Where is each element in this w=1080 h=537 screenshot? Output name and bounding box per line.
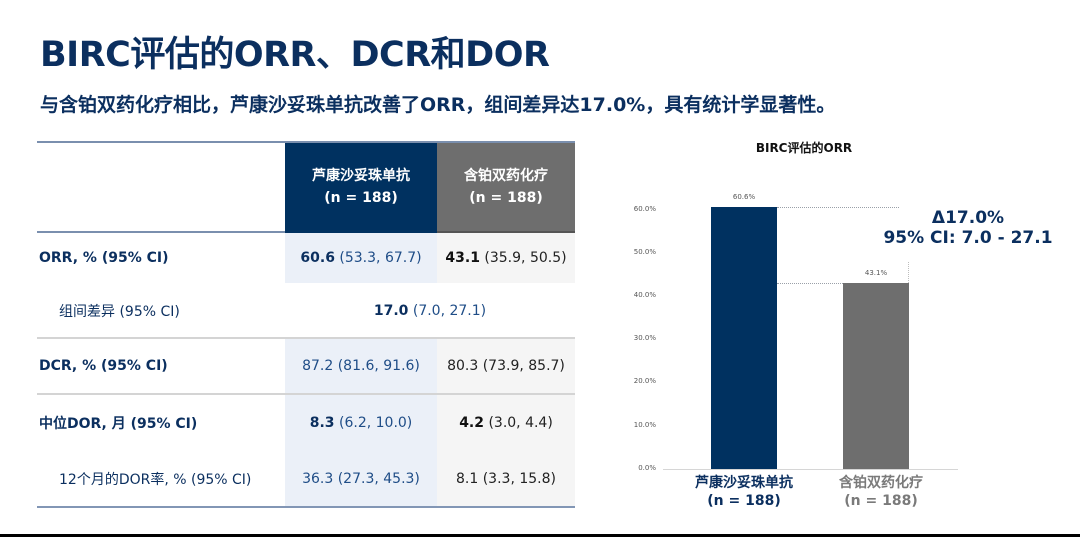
cell-value: 17.0 [373, 302, 409, 319]
bar-value-label: 43.1% [864, 269, 888, 277]
row-label: 组间差异 (95% CI) [59, 303, 180, 320]
table-row-orr: ORR, % (95% CI) 60.6 (53.3, 67.7) 43.1 (… [37, 233, 575, 283]
column-header-treatment: 芦康沙妥珠单抗 (n = 188) [285, 143, 437, 231]
cell-ci: (7.0, 27.1) [408, 302, 487, 319]
results-table: 芦康沙妥珠单抗 (n = 188) 含铂双药化疗 (n = 188) ORR, … [37, 141, 575, 508]
cell-value: 4.2 [459, 415, 484, 431]
column-bg-grey [437, 233, 575, 506]
table-bottom-rule [37, 506, 575, 508]
x-category-chemo: 含铂双药化疗 (n = 188) [806, 474, 956, 510]
cell-treatment: 87.2 (81.6, 91.6) [302, 358, 420, 374]
page-title: BIRC评估的ORR、DCR和DOR [40, 35, 550, 75]
cell-treatment: 60.6 (53.3, 67.7) [285, 250, 437, 266]
cell-chemo: 8.1 (3.3, 15.8) [456, 470, 556, 487]
column-header-name: 芦康沙妥珠单抗 [312, 168, 410, 184]
bar-chemo [843, 283, 909, 469]
row-separator [37, 393, 575, 395]
chart-title: BIRC评估的ORR [755, 141, 853, 155]
delta-annotation: Δ17.0% 95% CI: 7.0 - 27.1 [880, 208, 1056, 248]
table-row-median-dor: 中位DOR, 月 (95% CI) 8.3 (6.2, 10.0) 4.2 (3… [37, 395, 575, 451]
bar-value-label: 60.6% [732, 193, 756, 201]
y-tick: 20.0% [633, 377, 656, 385]
y-tick: 40.0% [633, 291, 656, 299]
reference-line-treatment [777, 207, 899, 208]
page-subtitle: 与含铂双药化疗相比，芦康沙妥珠单抗改善了ORR，组间差异达17.0%，具有统计学… [40, 94, 836, 116]
row-separator [37, 337, 575, 339]
column-header-n: (n = 188) [469, 190, 543, 206]
x-category-name: 含铂双药化疗 [839, 475, 923, 491]
cell-treatment: 8.3 (6.2, 10.0) [285, 415, 437, 431]
x-category-name: 芦康沙妥珠单抗 [695, 475, 793, 491]
cell-ci: (6.2, 10.0) [334, 415, 413, 431]
cell-chemo: 43.1 (35.9, 50.5) [437, 250, 575, 266]
x-category-n: (n = 188) [707, 493, 781, 509]
header-rule-grey [437, 231, 575, 233]
cell-difference: 17.0 (7.0, 27.1) [285, 303, 575, 319]
bar-treatment [711, 207, 777, 469]
cell-chemo: 80.3 (73.9, 85.7) [447, 358, 565, 374]
table-top-rule [37, 141, 575, 143]
x-category-n: (n = 188) [844, 493, 918, 509]
cell-chemo: 4.2 (3.0, 4.4) [437, 415, 575, 431]
bottom-border [0, 534, 1080, 537]
reference-line-chemo [777, 283, 843, 284]
cell-ci: (53.3, 67.7) [334, 250, 422, 266]
cell-ci: (35.9, 50.5) [479, 250, 567, 266]
table-row-12m-dor: 12个月的DOR率, % (95% CI) 36.3 (27.3, 45.3) … [37, 451, 575, 506]
delta-ci: 95% CI: 7.0 - 27.1 [883, 228, 1053, 248]
x-category-treatment: 芦康沙妥珠单抗 (n = 188) [669, 474, 819, 510]
cell-value: 43.1 [445, 250, 480, 266]
y-tick: 30.0% [633, 334, 656, 342]
column-header-chemo: 含铂双药化疗 (n = 188) [437, 143, 575, 231]
span-row-bg [285, 283, 575, 338]
table-row-dcr: DCR, % (95% CI) 87.2 (81.6, 91.6) 80.3 (… [37, 339, 575, 393]
column-bg-navy [285, 233, 437, 506]
table-row-difference: 组间差异 (95% CI) 17.0 (7.0, 27.1) [37, 283, 575, 338]
header-rule-navy [285, 231, 437, 233]
cell-ci: (3.0, 4.4) [484, 415, 553, 431]
reference-vertical-line [908, 262, 909, 283]
row-label: ORR, % (95% CI) [39, 250, 169, 266]
row-label: DCR, % (95% CI) [39, 358, 168, 374]
y-tick: 50.0% [633, 248, 656, 256]
cell-value: 60.6 [300, 250, 335, 266]
row-label: 中位DOR, 月 (95% CI) [39, 416, 198, 432]
row-label: 12个月的DOR率, % (95% CI) [59, 471, 252, 488]
y-tick: 60.0% [633, 205, 656, 213]
delta-value: Δ17.0% [931, 208, 1005, 228]
x-axis-line [663, 469, 958, 470]
column-header-name: 含铂双药化疗 [464, 168, 548, 184]
column-header-n: (n = 188) [324, 190, 398, 206]
cell-value: 8.3 [309, 415, 335, 431]
cell-treatment: 36.3 (27.3, 45.3) [302, 470, 420, 487]
y-tick: 10.0% [633, 421, 656, 429]
y-tick: 0.0% [638, 464, 656, 472]
